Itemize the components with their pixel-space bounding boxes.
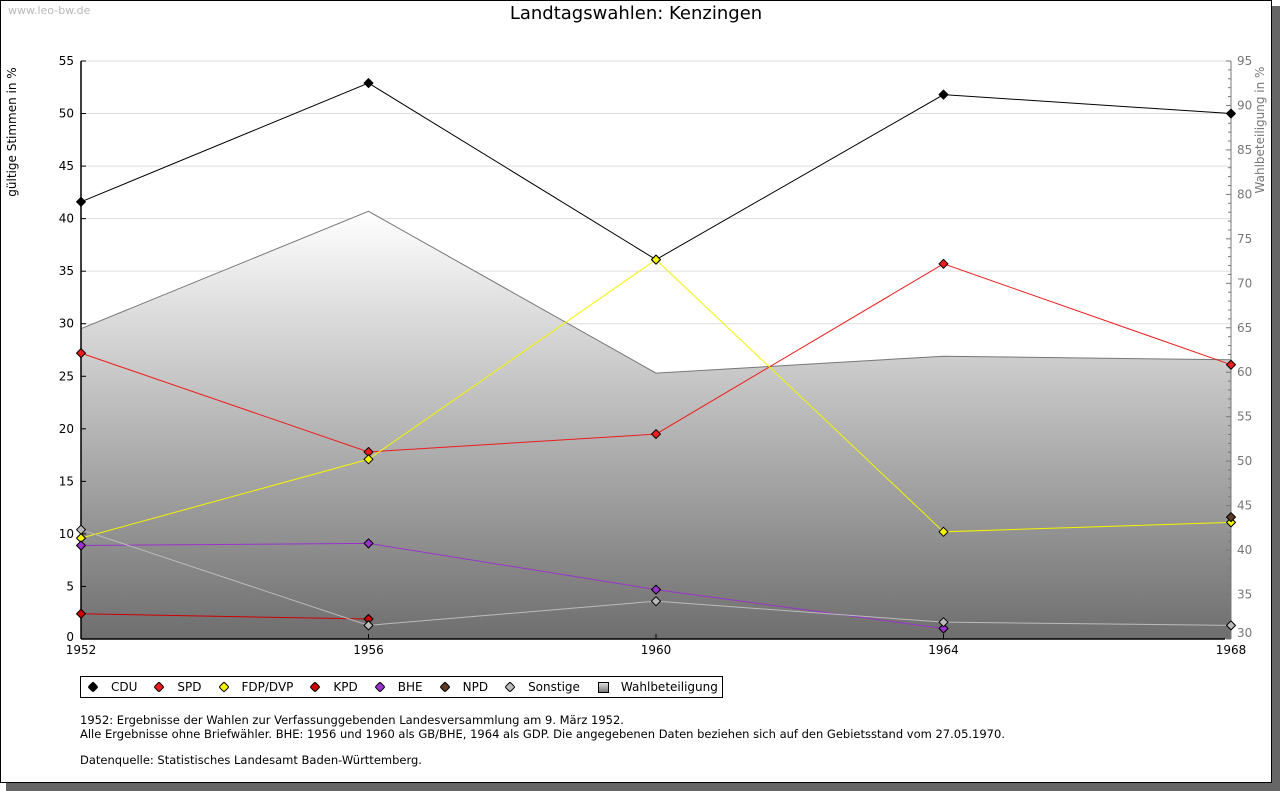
y-tick-label-left: 5 xyxy=(66,579,74,593)
legend-marker-spd-icon xyxy=(153,681,166,693)
y-tick-label-right: 45 xyxy=(1237,499,1252,513)
y-tick-label-right: 60 xyxy=(1237,365,1252,379)
marker-fdp-dvp xyxy=(651,254,661,265)
y-tick-label-left: 0 xyxy=(66,630,74,644)
line-bhe xyxy=(80,542,944,629)
y-tick-label-right: 40 xyxy=(1237,543,1252,557)
y-tick-label-right: 75 xyxy=(1237,232,1252,246)
marker-spd xyxy=(651,429,661,440)
area-layer xyxy=(80,210,1232,639)
legend-label: KPD xyxy=(333,680,358,694)
legend-label: FDP/DVP xyxy=(241,680,294,694)
legend-label: Wahlbeteiligung xyxy=(620,680,718,694)
y-tick-label-left: 15 xyxy=(59,474,74,488)
marker-sonstige xyxy=(1226,620,1236,631)
y-tick-label-right: 50 xyxy=(1237,454,1252,468)
frame-shadow-bottom xyxy=(6,783,1280,791)
area-wahlbeteiligung-outline xyxy=(80,210,1232,374)
legend-label: CDU xyxy=(111,680,138,694)
y-tick-label-right: 55 xyxy=(1237,410,1252,424)
y-tick-label-right: 35 xyxy=(1237,588,1252,602)
marker-spd xyxy=(1226,359,1236,370)
y-tick-label-right: 85 xyxy=(1237,143,1252,157)
marker-sonstige xyxy=(651,596,661,607)
marker-sonstige xyxy=(363,620,374,631)
series-markers xyxy=(76,78,1236,634)
marker-cdu xyxy=(76,196,86,207)
note-line-2: Alle Ergebnisse ohne Briefwähler. BHE: 1… xyxy=(80,727,1005,741)
legend-marker-npd-icon xyxy=(438,681,451,693)
note-line-1: 1952: Ergebnisse der Wahlen zur Verfassu… xyxy=(80,713,624,727)
chart-title: Landtagswahlen: Kenzingen xyxy=(509,3,763,24)
marker-fdp-dvp xyxy=(363,454,374,465)
marker-sonstige xyxy=(76,524,86,535)
line-cdu xyxy=(80,82,1232,261)
marker-bhe xyxy=(651,584,661,595)
y-tick-label-right: 80 xyxy=(1237,187,1252,201)
x-tick-label: 1960 xyxy=(641,643,672,657)
legend-marker-cdu-icon xyxy=(87,681,99,693)
y-tick-label-left: 20 xyxy=(59,422,74,436)
frame-shadow-right xyxy=(1272,6,1280,791)
y-tick-label-left: 35 xyxy=(59,264,74,278)
y-tick-label-right: 65 xyxy=(1237,321,1252,335)
y-tick-label-left: 55 xyxy=(59,54,74,68)
legend-marker-fdp-dvp-icon xyxy=(217,681,230,693)
y-tick-label-right: 95 xyxy=(1237,54,1252,68)
legend-marker-kpd-icon xyxy=(309,681,322,693)
legend-item-sonstige: Sonstige xyxy=(504,680,580,694)
y-tick-label-right: 70 xyxy=(1237,276,1252,290)
marker-kpd xyxy=(76,608,86,619)
legend-item-spd: SPD xyxy=(153,680,202,694)
marker-sonstige xyxy=(938,617,949,628)
y-tick-label-left: 45 xyxy=(59,159,74,173)
axes: 0 5 10 15 20 25 30 35 40 45 50 55 1952 1956 1960 1964 19… xyxy=(59,54,1253,657)
marker-npd xyxy=(1226,512,1236,523)
marker-fdp-dvp xyxy=(1226,517,1236,528)
legend-item-npd: NPD xyxy=(438,680,489,694)
y-tick-label-right: 90 xyxy=(1237,98,1252,112)
legend-marker-sonstige-icon xyxy=(504,681,516,693)
y-tick-label-left: 25 xyxy=(59,369,74,383)
legend-label: NPD xyxy=(462,680,489,694)
legend-marker-bhe-icon xyxy=(374,681,386,693)
y-tick-label-left: 40 xyxy=(59,212,74,226)
marker-bhe xyxy=(76,540,86,551)
x-tick-label: 1964 xyxy=(928,643,959,657)
legend-label: BHE xyxy=(397,680,423,694)
area-wahlbeteiligung xyxy=(81,211,1231,639)
y-tick-label-right: 30 xyxy=(1237,626,1252,640)
x-tick-label: 1956 xyxy=(353,643,384,657)
legend-item-wahlbeteiligung: Wahlbeteiligung xyxy=(597,680,718,694)
y-tick-label-left: 50 xyxy=(59,107,74,121)
footnotes: 1952: Ergebnisse der Wahlen zur Verfassu… xyxy=(80,713,1005,767)
legend-label: SPD xyxy=(177,680,202,694)
marker-cdu xyxy=(1226,108,1236,119)
line-kpd xyxy=(80,613,369,620)
marker-fdp-dvp xyxy=(938,526,949,537)
marker-spd xyxy=(938,258,949,269)
legend-item-kpd: KPD xyxy=(309,680,358,694)
marker-bhe xyxy=(363,538,374,549)
legend-item-fdp-dvp: FDP/DVP xyxy=(217,680,294,694)
marker-cdu xyxy=(938,89,949,100)
y-tick-label-left: 30 xyxy=(59,317,74,331)
x-tick-label: 1952 xyxy=(66,643,97,657)
note-source: Datenquelle: Statistisches Landesamt Bad… xyxy=(80,753,422,767)
marker-cdu xyxy=(363,78,374,89)
legend-square-icon xyxy=(597,681,609,693)
legend-item-cdu: CDU xyxy=(87,680,138,694)
watermark: www.leo-bw.de xyxy=(8,4,91,17)
legend-item-bhe: BHE xyxy=(374,680,423,694)
x-tick-label: 1968 xyxy=(1216,643,1247,657)
y-tick-label-left: 10 xyxy=(59,527,74,541)
legend: CDU SPD FDP/DVP KPD BHE NPD Sonstige Wahlbeteil… xyxy=(80,676,723,698)
marker-bhe xyxy=(938,623,949,634)
legend-label: Sonstige xyxy=(528,680,580,694)
marker-spd xyxy=(76,348,86,359)
